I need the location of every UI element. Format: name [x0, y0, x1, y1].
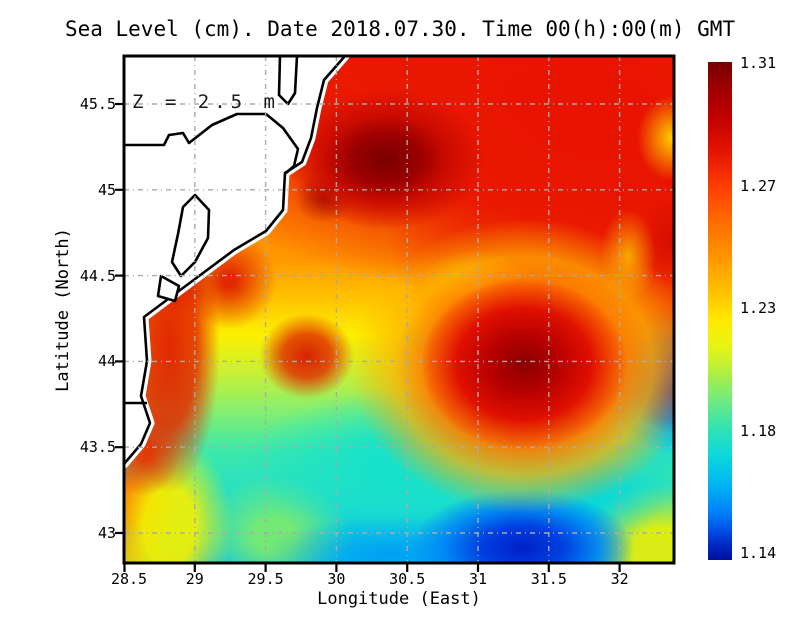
x-tick-label: 28.5: [110, 570, 148, 588]
x-tick-label: 32: [610, 570, 629, 588]
x-tick-label: 29: [185, 570, 204, 588]
depth-annotation: Z = 2.5 m: [132, 91, 280, 113]
x-tick-label: 29.5: [247, 570, 284, 588]
x-axis-label: Longitude (East): [317, 589, 481, 609]
y-tick-label: 44: [97, 352, 116, 371]
colorbar-tick-label: 1.31: [740, 54, 777, 72]
x-tick-label: 30: [327, 570, 346, 588]
y-tick-label: 45.5: [79, 95, 116, 113]
axis-ticks: [115, 102, 621, 572]
y-tick-label: 45: [97, 180, 116, 199]
coastline-group: [122, 54, 347, 466]
y-tick-label: 43: [97, 524, 116, 542]
coastline: [122, 54, 347, 466]
x-tick-label: 31: [468, 570, 488, 588]
y-tick-label: 43.5: [79, 438, 116, 457]
danube-river-line: [124, 112, 300, 174]
x-tick-label: 31.5: [530, 570, 567, 588]
lagoon-outline-2: [156, 274, 181, 303]
x-tick-label: 30.5: [389, 570, 426, 588]
colorbar-tick-label: 1.23: [740, 299, 777, 317]
plot-border: [122, 54, 676, 565]
chart-title: Sea Level (cm). Date 2018.07.30. Time 00…: [64, 17, 736, 41]
y-tick-label: 44.5: [79, 266, 116, 285]
gridlines: [124, 56, 674, 563]
colorbar-tick-label: 1.27: [740, 176, 777, 195]
colorbar-tick-label: 1.14: [740, 544, 777, 562]
colorbar: [708, 62, 732, 560]
colorbar-tick-label: 1.18: [740, 421, 777, 440]
